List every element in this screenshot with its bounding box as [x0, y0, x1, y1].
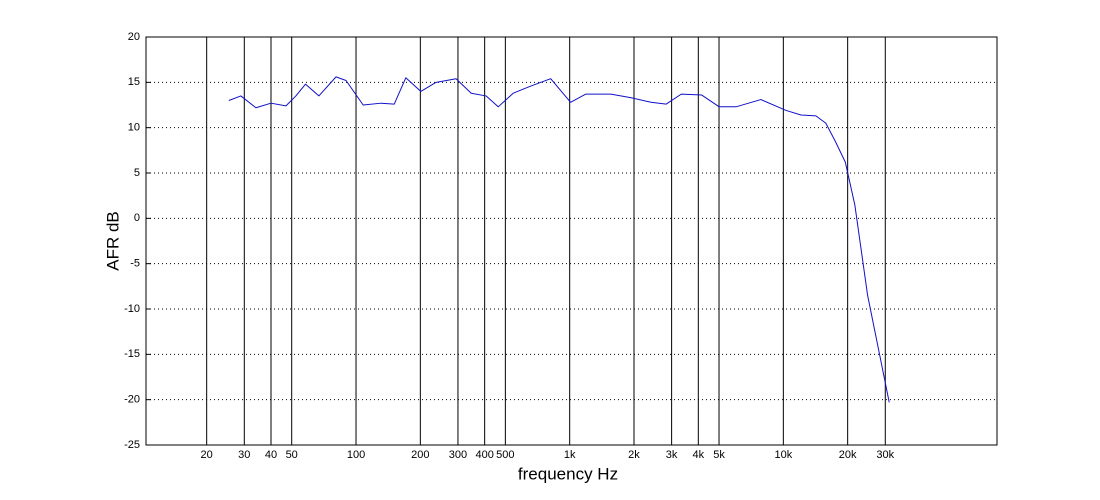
x-tick-label: 30 — [238, 449, 250, 461]
y-tick-label: -25 — [124, 439, 140, 451]
x-tick-label: 400 — [475, 449, 493, 461]
y-tick-label: -10 — [124, 303, 140, 315]
x-tick-label: 4k — [693, 449, 705, 461]
x-tick-label: 10k — [774, 449, 792, 461]
x-tick-label: 40 — [265, 449, 277, 461]
x-tick-label: 30k — [876, 449, 894, 461]
y-tick-label: -5 — [130, 258, 140, 270]
data-line — [228, 76, 890, 403]
x-tick-label: 200 — [411, 449, 429, 461]
x-tick-label: 50 — [286, 449, 298, 461]
y-tick-label: -15 — [124, 348, 140, 360]
y-tick-label: 10 — [128, 122, 140, 134]
y-axis-title: AFR dB — [103, 211, 122, 271]
x-tick-label: 1k — [564, 449, 576, 461]
x-tick-label: 5k — [713, 449, 725, 461]
y-tick-label: -20 — [124, 394, 140, 406]
x-tick-label: 20 — [201, 449, 213, 461]
x-tick-label: 100 — [347, 449, 365, 461]
plot-frame — [145, 36, 998, 446]
y-tick-label: 20 — [128, 31, 140, 43]
x-tick-label: 500 — [496, 449, 514, 461]
x-axis-title: frequency Hz — [518, 464, 618, 483]
x-tick-label: 3k — [666, 449, 678, 461]
y-tick-label: 0 — [134, 212, 140, 224]
x-tick-label: 20k — [839, 449, 857, 461]
x-tick-label: 2k — [628, 449, 640, 461]
y-tick-label: 5 — [134, 167, 140, 179]
y-tick-label: 15 — [128, 76, 140, 88]
x-tick-label: 300 — [449, 449, 467, 461]
plot-area — [146, 37, 997, 445]
